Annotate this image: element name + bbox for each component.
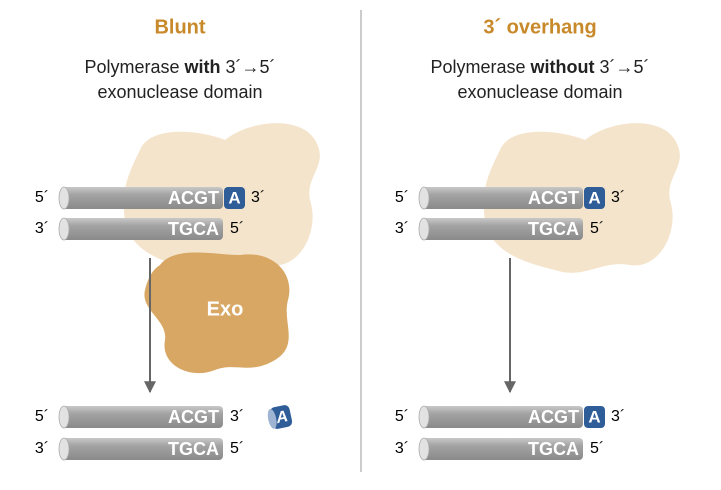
strand-cap	[58, 217, 70, 241]
end-label: 5´	[590, 440, 604, 457]
end-label: 5´	[395, 408, 409, 425]
end-label: 3´	[251, 189, 265, 206]
dna-strand: 5´ ACGT A 3´	[395, 405, 625, 429]
subtitle-emphasis: with	[184, 57, 221, 77]
released-cap	[267, 409, 277, 429]
strand-cap	[418, 437, 430, 461]
released-label: A	[274, 408, 290, 427]
sequence: TGCA	[528, 219, 579, 239]
strand-bar	[422, 438, 583, 460]
end-label: 3´	[35, 220, 49, 237]
strand-bar	[62, 218, 223, 240]
sequence: TGCA	[168, 219, 219, 239]
strand-bar	[62, 438, 223, 460]
panel-subtitle: Polymerase without 3´→5´	[430, 57, 649, 77]
overhang-label: A	[228, 188, 240, 207]
overhang-label: A	[588, 407, 600, 426]
exo-label: Exo	[207, 298, 244, 320]
end-label: 3´	[230, 408, 244, 425]
end-label: 3´	[395, 440, 409, 457]
overhang-base	[584, 187, 605, 209]
dna-strand: 3´ TGCA 5´	[35, 437, 244, 461]
dna-strand: 5´ ACGT 3´	[35, 405, 244, 429]
end-label: 5´	[395, 189, 409, 206]
strand-bar	[62, 406, 223, 428]
strand-cap	[58, 437, 70, 461]
end-label: 5´	[590, 220, 604, 237]
strand-bar	[422, 218, 583, 240]
subtitle-part: Polymerase	[84, 57, 179, 77]
sequence: ACGT	[528, 188, 579, 208]
panel-subtitle: exonuclease domain	[97, 82, 262, 102]
strand-cap	[58, 405, 70, 429]
strand-bar	[422, 406, 583, 428]
dna-strand: 3´ TGCA 5´	[35, 217, 244, 241]
end-label: 5´	[35, 408, 49, 425]
end-label: 3´	[611, 189, 625, 206]
strand-bar	[62, 187, 223, 209]
dna-strand: 5´ ACGT A 3´	[35, 186, 265, 210]
exo-domain	[144, 252, 290, 374]
strand-bar	[422, 187, 583, 209]
panel-subtitle: exonuclease domain	[457, 82, 622, 102]
end-label: 5´	[230, 440, 244, 457]
strand-cap	[418, 405, 430, 429]
panel-title: 3´ overhang	[483, 16, 596, 38]
overhang-base	[584, 406, 605, 428]
sequence: ACGT	[168, 407, 219, 427]
end-label: 5´	[230, 220, 244, 237]
subtitle-part: 3´→5´	[600, 57, 650, 77]
overhang-base	[224, 187, 245, 209]
dna-strand: 5´ ACGT A 3´	[395, 186, 625, 210]
subtitle-part: 3´→5´	[226, 57, 276, 77]
end-label: 3´	[35, 440, 49, 457]
sequence: TGCA	[168, 439, 219, 459]
panel-subtitle: Polymerase with 3´→5´	[84, 57, 275, 77]
end-label: 5´	[35, 189, 49, 206]
dna-strand: 3´ TGCA 5´	[395, 437, 604, 461]
dna-strand: 3´ TGCA 5´	[395, 217, 604, 241]
subtitle-emphasis: without	[530, 57, 595, 77]
sequence: ACGT	[168, 188, 219, 208]
overhang-label: A	[588, 188, 600, 207]
end-label: 3´	[395, 220, 409, 237]
sequence: ACGT	[528, 407, 579, 427]
panel-title: Blunt	[154, 16, 205, 38]
end-label: 3´	[611, 408, 625, 425]
strand-cap	[418, 186, 430, 210]
strand-cap	[58, 186, 70, 210]
subtitle-part: Polymerase	[430, 57, 525, 77]
strand-cap	[418, 217, 430, 241]
sequence: TGCA	[528, 439, 579, 459]
released-base: A	[267, 405, 293, 429]
